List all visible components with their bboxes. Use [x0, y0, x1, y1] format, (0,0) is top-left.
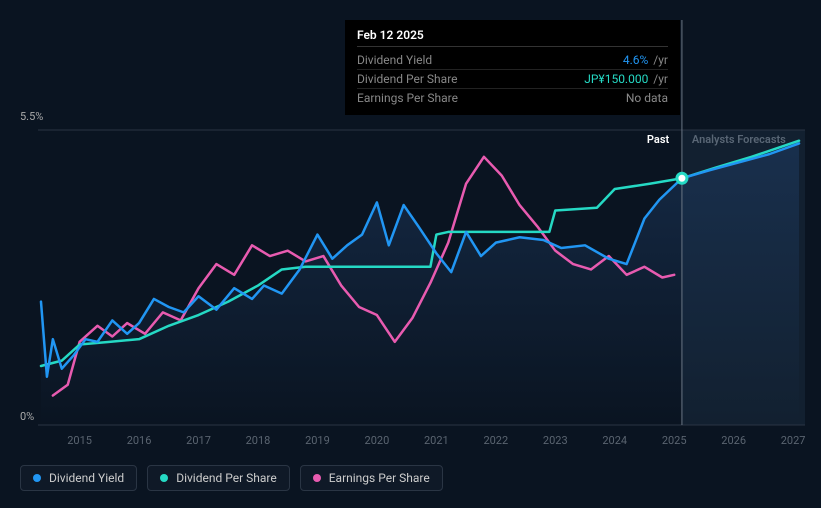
- tooltip-row: Dividend Per Share JP¥150.000 /yr: [357, 70, 668, 89]
- legend-dot-icon: [160, 474, 168, 482]
- legend-item-dividend_per_share[interactable]: Dividend Per Share: [147, 465, 290, 491]
- legend-label: Earnings Per Share: [329, 471, 430, 485]
- tooltip-rows: Dividend Yield4.6% /yrDividend Per Share…: [357, 51, 668, 107]
- tooltip-value-wrap: No data: [626, 91, 668, 105]
- legend-label: Dividend Per Share: [176, 471, 277, 485]
- tooltip-value-wrap: 4.6% /yr: [623, 53, 668, 67]
- tooltip-row: Earnings Per Share No data: [357, 89, 668, 107]
- tooltip-unit: /yr: [650, 72, 668, 86]
- tooltip-label: Dividend Per Share: [357, 72, 458, 86]
- tooltip-date: Feb 12 2025: [357, 28, 668, 47]
- legend-dot-icon: [33, 474, 41, 482]
- tooltip-value: JP¥150.000: [584, 72, 648, 86]
- legend-label: Dividend Yield: [49, 471, 124, 485]
- tooltip-unit: /yr: [650, 53, 668, 67]
- chart-tooltip: Feb 12 2025 Dividend Yield4.6% /yrDivide…: [345, 20, 680, 115]
- tooltip-value: No data: [626, 91, 668, 105]
- tooltip-value: 4.6%: [623, 53, 648, 67]
- legend-item-dividend_yield[interactable]: Dividend Yield: [20, 465, 137, 491]
- tooltip-row: Dividend Yield 4.6% /yr: [357, 51, 668, 70]
- tooltip-label: Dividend Yield: [357, 53, 432, 67]
- tooltip-label: Earnings Per Share: [357, 91, 458, 105]
- legend-dot-icon: [313, 474, 321, 482]
- legend-item-earnings_per_share[interactable]: Earnings Per Share: [300, 465, 443, 491]
- tooltip-value-wrap: JP¥150.000 /yr: [584, 72, 668, 86]
- legend: Dividend Yield Dividend Per Share Earnings…: [20, 465, 443, 491]
